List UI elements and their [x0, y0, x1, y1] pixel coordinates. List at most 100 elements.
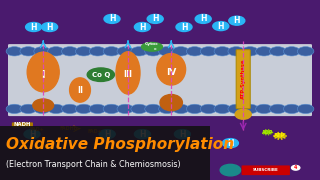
Circle shape — [34, 104, 51, 114]
Text: H: H — [30, 22, 37, 32]
Circle shape — [297, 47, 314, 56]
Circle shape — [220, 164, 241, 176]
Ellipse shape — [70, 78, 91, 102]
Circle shape — [292, 165, 300, 170]
Text: IV: IV — [166, 68, 176, 76]
Circle shape — [103, 104, 120, 114]
Circle shape — [131, 47, 148, 56]
Ellipse shape — [157, 54, 186, 85]
Circle shape — [214, 47, 231, 56]
Circle shape — [89, 104, 106, 114]
Circle shape — [159, 47, 175, 56]
Circle shape — [48, 47, 64, 56]
Circle shape — [76, 47, 92, 56]
Text: Cytoc
    c: Cytoc c — [145, 42, 159, 51]
Text: II: II — [77, 86, 83, 94]
Text: FADHb: FADHb — [60, 126, 78, 131]
Circle shape — [269, 104, 286, 114]
Text: H: H — [139, 22, 146, 32]
Text: Co Q: Co Q — [92, 72, 110, 78]
Text: H: H — [152, 14, 158, 23]
Circle shape — [186, 104, 203, 114]
Circle shape — [61, 104, 78, 114]
Ellipse shape — [87, 68, 115, 82]
Ellipse shape — [141, 42, 163, 51]
Text: H: H — [181, 22, 187, 32]
Circle shape — [172, 47, 189, 56]
Circle shape — [145, 47, 161, 56]
Circle shape — [200, 104, 217, 114]
Text: H: H — [139, 130, 146, 139]
Circle shape — [131, 104, 148, 114]
Ellipse shape — [160, 94, 182, 111]
Circle shape — [24, 130, 40, 139]
Text: III: III — [124, 70, 132, 79]
Circle shape — [172, 104, 189, 114]
Text: H: H — [46, 22, 53, 32]
Circle shape — [242, 104, 259, 114]
Text: H: H — [218, 22, 224, 31]
Circle shape — [174, 130, 190, 139]
Circle shape — [20, 47, 36, 56]
FancyBboxPatch shape — [236, 50, 250, 109]
Text: H: H — [200, 14, 206, 23]
Text: (Electron Transport Chain & Chemiosmosis): (Electron Transport Chain & Chemiosmosis… — [6, 160, 180, 169]
Text: H: H — [29, 130, 35, 139]
Text: I: I — [42, 70, 45, 80]
Text: NADH: NADH — [14, 122, 31, 127]
Circle shape — [256, 104, 272, 114]
Circle shape — [159, 104, 175, 114]
Circle shape — [214, 104, 231, 114]
Circle shape — [48, 104, 64, 114]
FancyBboxPatch shape — [8, 44, 312, 116]
Text: H: H — [227, 139, 234, 148]
Circle shape — [284, 47, 300, 56]
Circle shape — [42, 22, 58, 32]
Circle shape — [117, 104, 134, 114]
Circle shape — [117, 47, 134, 56]
Circle shape — [228, 104, 244, 114]
Text: 4: 4 — [294, 165, 297, 170]
Text: H: H — [179, 130, 186, 139]
Circle shape — [26, 22, 42, 32]
FancyBboxPatch shape — [12, 122, 33, 127]
Circle shape — [99, 130, 115, 139]
Ellipse shape — [33, 99, 54, 112]
Ellipse shape — [116, 52, 140, 94]
Circle shape — [134, 22, 150, 32]
Text: FAD+: FAD+ — [29, 127, 44, 132]
Text: SUBSCRIBE: SUBSCRIBE — [253, 168, 278, 172]
Circle shape — [213, 22, 229, 31]
Circle shape — [61, 47, 78, 56]
Text: ATP: ATP — [274, 133, 286, 138]
Circle shape — [20, 104, 36, 114]
Circle shape — [256, 47, 272, 56]
Circle shape — [147, 14, 163, 23]
Circle shape — [176, 22, 192, 32]
Text: H: H — [109, 14, 115, 23]
Text: H: H — [104, 130, 110, 139]
Circle shape — [89, 47, 106, 56]
Text: Oxidative Phosphorylation: Oxidative Phosphorylation — [6, 137, 234, 152]
Circle shape — [186, 47, 203, 56]
Circle shape — [6, 47, 23, 56]
Circle shape — [269, 47, 286, 56]
Circle shape — [6, 104, 23, 114]
Circle shape — [145, 104, 161, 114]
Circle shape — [103, 47, 120, 56]
Ellipse shape — [27, 52, 59, 92]
Circle shape — [242, 47, 259, 56]
Circle shape — [222, 139, 238, 148]
Text: ADP: ADP — [261, 130, 273, 135]
Circle shape — [229, 16, 245, 25]
Ellipse shape — [235, 109, 251, 119]
FancyBboxPatch shape — [0, 126, 210, 180]
Circle shape — [228, 47, 244, 56]
Circle shape — [34, 47, 51, 56]
FancyBboxPatch shape — [242, 165, 290, 175]
Circle shape — [297, 104, 314, 114]
Text: ATP-Synthase: ATP-Synthase — [241, 59, 246, 99]
Circle shape — [200, 47, 217, 56]
Circle shape — [104, 14, 120, 23]
Circle shape — [284, 104, 300, 114]
